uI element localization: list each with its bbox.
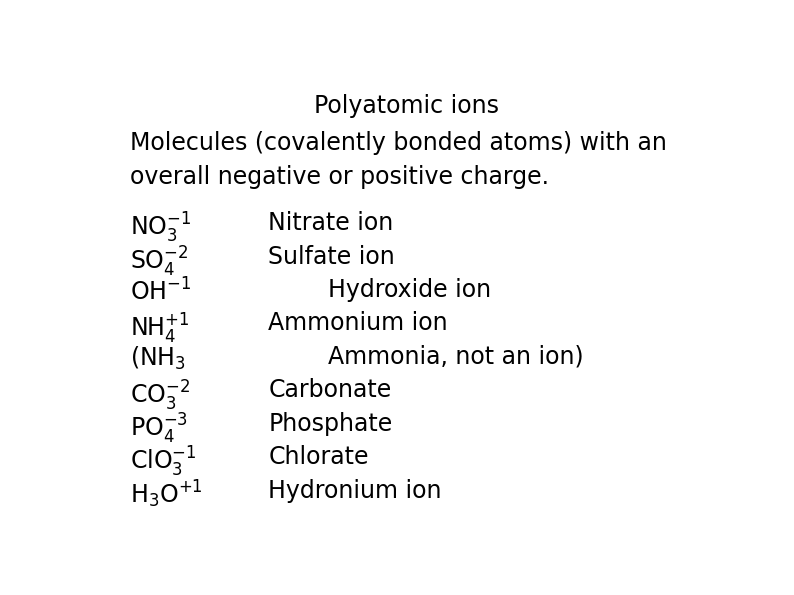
Text: Ammonium ion: Ammonium ion	[268, 311, 448, 336]
Text: $\mathrm{PO}_{4}^{-3}$: $\mathrm{PO}_{4}^{-3}$	[130, 412, 188, 446]
Text: Phosphate: Phosphate	[268, 412, 393, 436]
Text: Hydronium ion: Hydronium ion	[268, 479, 442, 503]
Text: $\mathrm{NH}_{4}^{+1}$: $\mathrm{NH}_{4}^{+1}$	[130, 311, 190, 346]
Text: Molecules (covalently bonded atoms) with an: Molecules (covalently bonded atoms) with…	[130, 131, 667, 155]
Text: overall negative or positive charge.: overall negative or positive charge.	[130, 165, 549, 189]
Text: $\mathrm{CO}_{3}^{-2}$: $\mathrm{CO}_{3}^{-2}$	[130, 378, 190, 412]
Text: Sulfate ion: Sulfate ion	[268, 245, 395, 268]
Text: Ammonia, not an ion): Ammonia, not an ion)	[268, 345, 584, 369]
Text: $\mathrm{OH}^{-1}$: $\mathrm{OH}^{-1}$	[130, 278, 191, 305]
Text: Hydroxide ion: Hydroxide ion	[268, 278, 491, 302]
Text: $\mathrm{SO}_{4}^{-2}$: $\mathrm{SO}_{4}^{-2}$	[130, 245, 189, 279]
Text: Carbonate: Carbonate	[268, 378, 391, 402]
Text: $\mathrm{(NH}_{3}$: $\mathrm{(NH}_{3}$	[130, 345, 185, 372]
Text: Nitrate ion: Nitrate ion	[268, 211, 394, 235]
Text: $\mathrm{ClO}_{3}^{-1}$: $\mathrm{ClO}_{3}^{-1}$	[130, 445, 197, 480]
Text: $\mathrm{H}_{3}\mathrm{O}^{+1}$: $\mathrm{H}_{3}\mathrm{O}^{+1}$	[130, 479, 202, 510]
Text: Chlorate: Chlorate	[268, 445, 369, 469]
Text: $\mathrm{NO}_{3}^{-1}$: $\mathrm{NO}_{3}^{-1}$	[130, 211, 191, 245]
Text: Polyatomic ions: Polyatomic ions	[314, 94, 499, 118]
